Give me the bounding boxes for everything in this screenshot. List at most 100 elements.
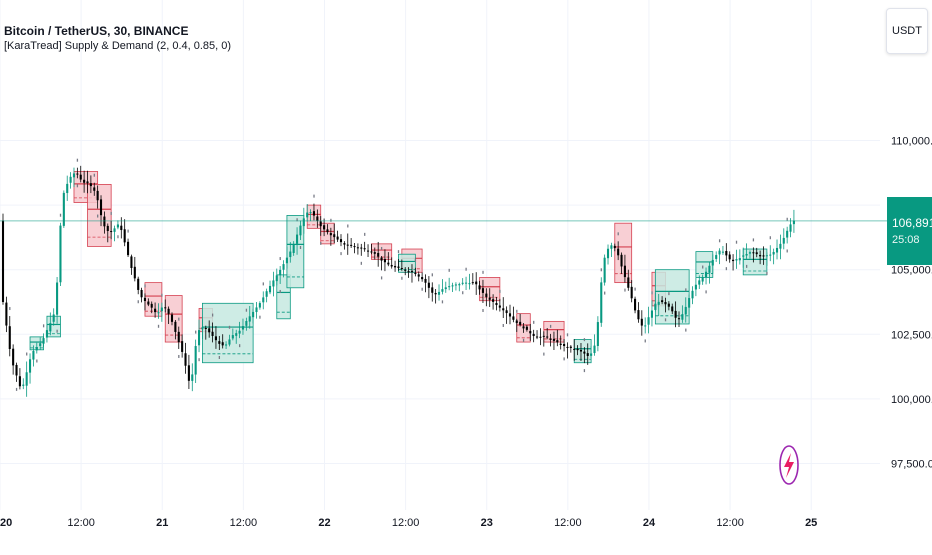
candle-body[interactable]: [698, 280, 701, 285]
candle-body[interactable]: [137, 278, 140, 290]
candle-body[interactable]: [765, 255, 768, 257]
candle-body[interactable]: [1, 220, 5, 303]
candle-body[interactable]: [377, 252, 380, 257]
candle-body[interactable]: [356, 247, 359, 249]
candle-body[interactable]: [407, 271, 410, 273]
currency-button[interactable]: USDT: [886, 8, 928, 54]
candle-body[interactable]: [35, 347, 38, 351]
candle-body[interactable]: [387, 262, 390, 265]
candle-body[interactable]: [664, 301, 667, 305]
candle-body[interactable]: [434, 293, 437, 295]
candle-body[interactable]: [465, 282, 468, 284]
candle-body[interactable]: [495, 302, 498, 306]
candle-body[interactable]: [52, 314, 55, 322]
candle-body[interactable]: [410, 270, 414, 272]
candle-body[interactable]: [204, 327, 207, 329]
candle-body[interactable]: [177, 331, 180, 343]
candle-body[interactable]: [542, 335, 545, 337]
candle-body[interactable]: [241, 326, 245, 330]
candle-body[interactable]: [370, 251, 373, 253]
candle-body[interactable]: [573, 348, 576, 350]
candle-body[interactable]: [116, 224, 119, 228]
candle-body[interactable]: [309, 212, 312, 214]
supply-zone[interactable]: [614, 222, 633, 284]
candle-body[interactable]: [617, 248, 620, 256]
candle-body[interactable]: [704, 271, 708, 278]
candle-body[interactable]: [93, 187, 96, 191]
candle-body[interactable]: [634, 298, 637, 311]
candle-body[interactable]: [674, 310, 677, 318]
candle-body[interactable]: [424, 278, 427, 283]
candle-body[interactable]: [167, 308, 170, 314]
candle-body[interactable]: [657, 301, 660, 305]
candle-body[interactable]: [610, 245, 613, 249]
candle-body[interactable]: [39, 343, 42, 347]
candle-body[interactable]: [363, 248, 366, 250]
candle-body[interactable]: [640, 318, 643, 326]
candle-body[interactable]: [481, 288, 485, 293]
candle-body[interactable]: [221, 342, 224, 346]
candle-body[interactable]: [28, 359, 32, 373]
candle-body[interactable]: [603, 257, 606, 283]
candle-body[interactable]: [225, 344, 228, 346]
candle-body[interactable]: [677, 318, 681, 320]
candle-body[interactable]: [174, 321, 177, 332]
candle-body[interactable]: [201, 327, 204, 330]
candle-body[interactable]: [83, 179, 86, 183]
candle-body[interactable]: [735, 259, 738, 261]
candle-body[interactable]: [66, 183, 69, 194]
candle-body[interactable]: [427, 282, 430, 288]
candle-body[interactable]: [535, 336, 539, 338]
candle-body[interactable]: [606, 248, 610, 259]
candle-body[interactable]: [218, 341, 221, 344]
candle-body[interactable]: [492, 299, 495, 302]
candle-body[interactable]: [397, 266, 400, 268]
candle-body[interactable]: [414, 272, 417, 275]
candle-body[interactable]: [431, 287, 434, 293]
candle-body[interactable]: [748, 252, 752, 254]
candle-body[interactable]: [644, 325, 647, 327]
candle-body[interactable]: [498, 305, 501, 308]
candle-body[interactable]: [512, 316, 515, 320]
candle-body[interactable]: [113, 228, 116, 232]
candle-body[interactable]: [323, 225, 326, 230]
candle-body[interactable]: [661, 300, 664, 303]
candle-body[interactable]: [647, 317, 650, 325]
candle-body[interactable]: [681, 314, 684, 320]
candle-body[interactable]: [600, 282, 603, 323]
candle-body[interactable]: [525, 326, 528, 330]
candle-body[interactable]: [539, 336, 542, 338]
candle-body[interactable]: [441, 289, 444, 292]
candle-body[interactable]: [380, 257, 383, 261]
candle-body[interactable]: [421, 277, 424, 280]
candle-body[interactable]: [8, 326, 11, 349]
candle-body[interactable]: [448, 286, 451, 288]
candle-body[interactable]: [127, 241, 130, 256]
supply-zone[interactable]: [87, 184, 112, 247]
candle-body[interactable]: [110, 231, 113, 233]
candle-body[interactable]: [711, 259, 714, 266]
candle-body[interactable]: [62, 192, 65, 226]
candle-body[interactable]: [319, 221, 322, 227]
candle-body[interactable]: [586, 353, 589, 356]
candle-body[interactable]: [76, 173, 79, 175]
candle-body[interactable]: [184, 353, 187, 366]
candle-body[interactable]: [373, 252, 376, 254]
candle-body[interactable]: [404, 269, 407, 271]
candle-body[interactable]: [214, 336, 217, 341]
candle-body[interactable]: [79, 174, 82, 180]
candle-body[interactable]: [620, 254, 623, 267]
candle-body[interactable]: [143, 297, 147, 302]
candle-body[interactable]: [353, 246, 356, 248]
supply-zone[interactable]: [164, 295, 183, 343]
candle-body[interactable]: [458, 284, 461, 286]
candle-body[interactable]: [742, 255, 745, 257]
candle-body[interactable]: [157, 312, 160, 314]
candle-body[interactable]: [258, 303, 261, 308]
candle-body[interactable]: [336, 236, 339, 240]
candle-body[interactable]: [32, 351, 35, 360]
candle-body[interactable]: [268, 285, 272, 293]
candle-body[interactable]: [718, 250, 721, 255]
candle-body[interactable]: [579, 349, 583, 352]
candle-body[interactable]: [583, 351, 586, 354]
